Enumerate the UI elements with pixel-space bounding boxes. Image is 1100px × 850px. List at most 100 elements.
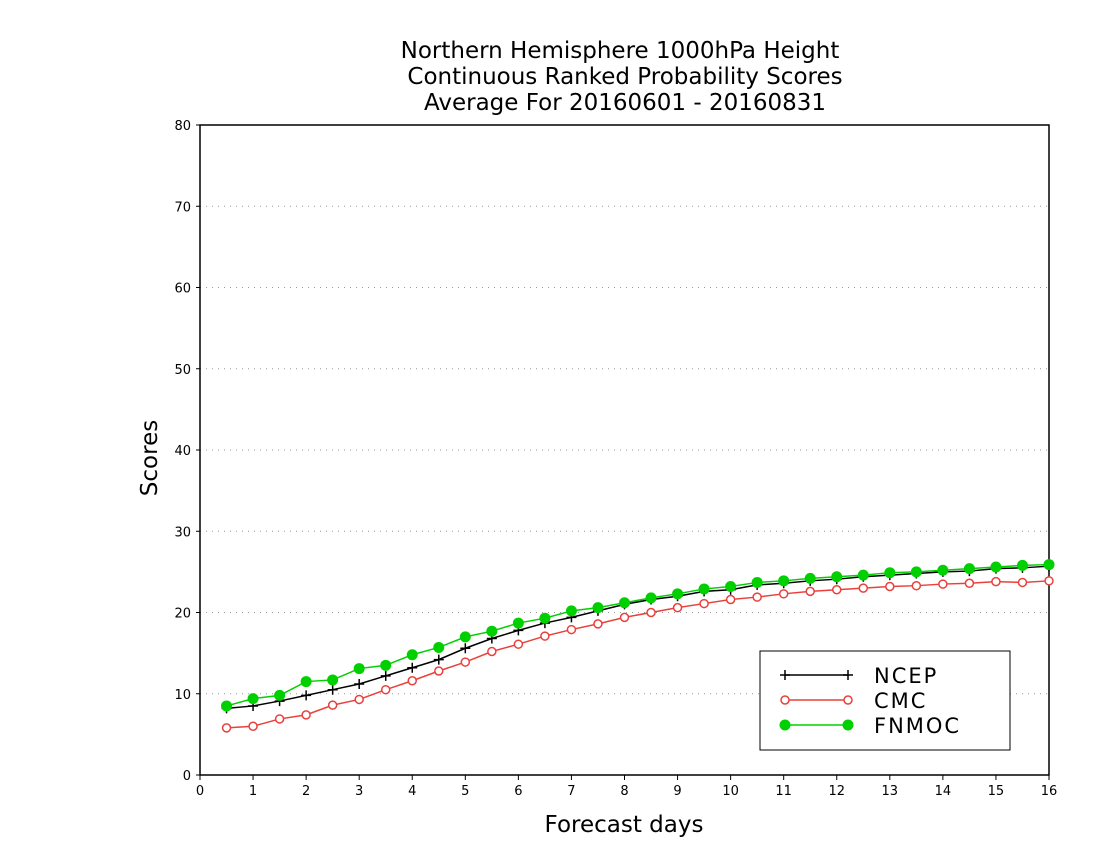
data-point-ncep [301,690,312,701]
legend-item-fnmoc: FNMOC [779,714,961,738]
data-point-cmc [1044,576,1054,586]
legend-item-ncep: NCEP [780,664,936,688]
data-point-fnmoc [353,663,365,675]
data-point-cmc [301,710,311,720]
x-tick-label: 10 [722,784,739,799]
data-point-cmc [274,714,285,724]
data-point-cmc [885,581,895,592]
legend-label-fnmoc: FNMOC [874,714,961,738]
data-point-fnmoc [963,563,975,575]
y-tick-label: 80 [174,119,191,134]
x-tick-label: 1 [249,784,257,799]
data-point-cmc [911,580,922,591]
x-tick-label: 7 [567,784,575,799]
legend-item-cmc: CMC [780,689,927,713]
y-tick-label: 40 [174,444,191,459]
data-point-fnmoc [804,572,816,584]
data-point-fnmoc [672,588,684,600]
legend-label-cmc: CMC [874,689,927,713]
data-point-cmc [354,694,364,705]
y-axis-label: Scores [137,420,163,496]
data-point-fnmoc [327,674,339,686]
data-point-fnmoc [698,583,710,595]
data-point-cmc [327,700,338,710]
data-point-fnmoc [910,566,922,578]
data-point-fnmoc [937,564,949,576]
chart-title-line-1: Northern Hemisphere 1000hPa Height [401,38,840,64]
x-tick-label: 16 [1041,784,1058,799]
legend-marker-cmc [780,695,790,705]
x-axis-label: Forecast days [545,812,704,838]
legend-marker-fnmoc [779,719,791,731]
chart-title-line-2: Continuous Ranked Probability Scores [407,64,842,90]
series-fnmoc [221,559,1055,712]
data-point-cmc [513,639,524,649]
y-tick-label: 70 [174,200,191,215]
x-tick-label: 6 [514,784,522,799]
data-point-fnmoc [592,602,604,614]
y-tick-label: 10 [174,688,191,703]
data-point-cmc [964,578,975,588]
data-point-fnmoc [380,659,392,671]
data-point-ncep [327,684,338,695]
x-tick-label: 5 [461,784,469,799]
x-tick-label: 13 [882,784,899,799]
data-point-fnmoc [486,625,498,637]
y-tick-label: 50 [174,363,191,378]
data-point-fnmoc [1016,559,1028,571]
series-cmc [221,576,1054,733]
data-point-cmc [805,586,815,597]
x-tick-label: 0 [196,784,204,799]
data-point-fnmoc [406,649,418,661]
data-point-cmc [566,624,577,635]
data-point-fnmoc [512,617,524,629]
data-point-cmc [1017,577,1028,588]
data-point-cmc [672,602,683,613]
data-point-fnmoc [274,689,286,701]
data-point-ncep [407,662,418,673]
data-point-cmc [938,579,948,589]
data-point-fnmoc [565,605,577,617]
legend-marker-ncep [843,670,853,680]
data-point-fnmoc [1043,559,1055,571]
x-tick-label: 3 [355,784,363,799]
data-point-fnmoc [433,641,445,653]
data-point-fnmoc [539,612,551,624]
x-tick-label: 11 [775,784,792,799]
data-point-fnmoc [990,561,1002,573]
data-point-cmc [991,576,1001,587]
data-point-fnmoc [300,676,312,688]
data-point-cmc [619,612,630,623]
data-point-cmc [460,657,471,667]
data-point-cmc [380,684,391,695]
series-group [221,559,1055,733]
data-point-fnmoc [247,693,259,705]
data-point-cmc [858,583,869,593]
data-point-fnmoc [725,581,737,592]
y-tick-label: 0 [183,769,191,784]
data-point-cmc [752,592,762,602]
data-point-ncep [433,654,444,665]
data-point-ncep [460,643,471,654]
data-point-ncep [354,679,365,689]
data-point-cmc [778,589,789,599]
data-point-cmc [725,594,736,605]
legend-marker-ncep [780,670,790,680]
x-tick-label: 4 [408,784,416,799]
data-point-cmc [434,666,444,676]
data-point-cmc [593,619,603,629]
data-point-fnmoc [645,592,657,604]
y-tick-label: 20 [174,607,191,622]
data-point-fnmoc [857,569,869,581]
x-tick-label: 8 [620,784,628,799]
chart-title-line-3: Average For 20160601 - 20160831 [424,90,826,116]
data-point-fnmoc [778,575,790,587]
data-point-cmc [407,676,417,686]
y-tick-label: 60 [174,282,191,297]
data-point-fnmoc [459,631,471,643]
data-point-ncep [380,670,391,681]
data-point-cmc [646,607,656,618]
